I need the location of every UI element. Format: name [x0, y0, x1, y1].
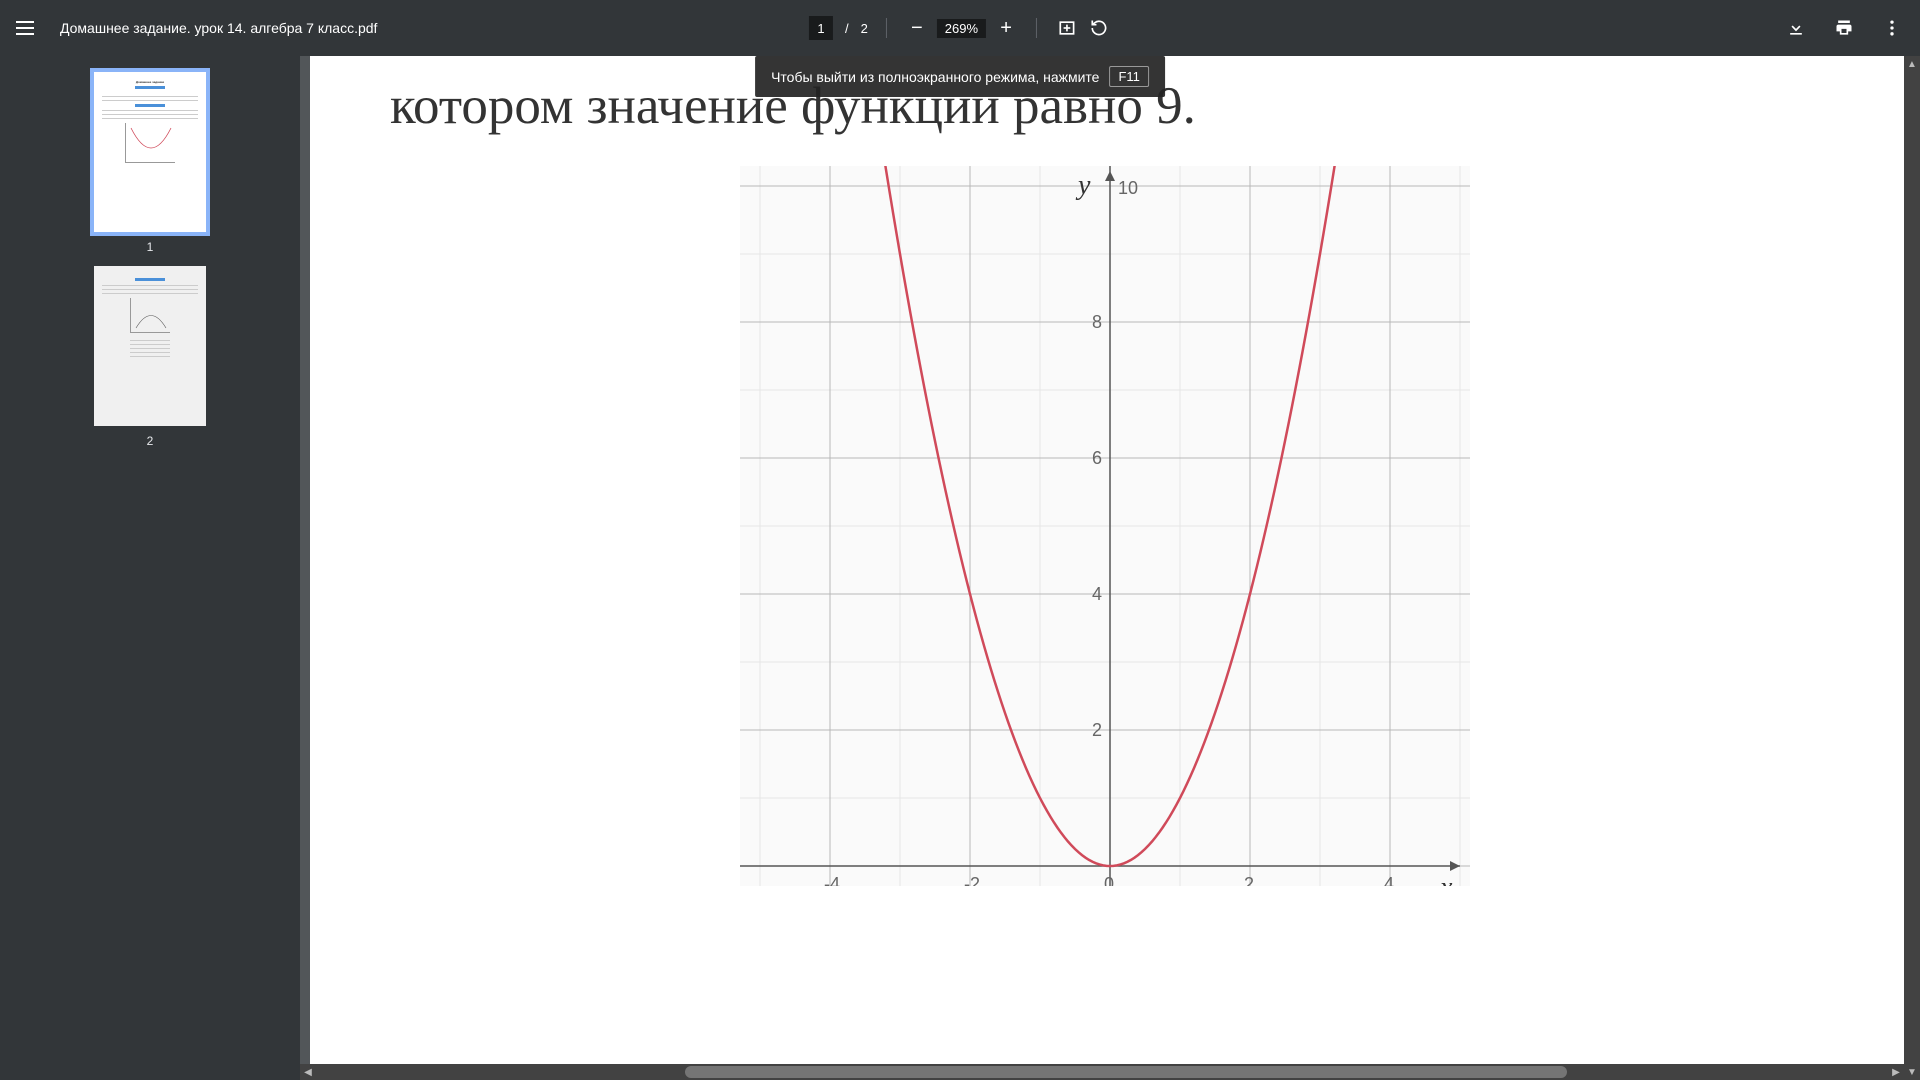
svg-text:6: 6 — [1092, 448, 1102, 468]
svg-text:10: 10 — [1118, 178, 1138, 198]
thumbnail-sidebar: Домашнее задание 1 — [0, 56, 300, 1080]
thumbnail-preview — [102, 274, 198, 418]
scroll-up-arrow[interactable]: ▲ — [1904, 56, 1920, 72]
tooltip-text: Чтобы выйти из полноэкранного режима, на… — [771, 69, 1099, 85]
chart-svg: -4 -2 0 2 4 2 4 6 8 10 y x — [740, 166, 1470, 886]
zoom-out-button[interactable]: − — [905, 16, 929, 40]
zoom-in-button[interactable]: + — [994, 16, 1018, 40]
svg-text:-4: -4 — [824, 874, 840, 886]
divider — [1036, 18, 1037, 38]
svg-text:-2: -2 — [964, 874, 980, 886]
page-total: 2 — [861, 21, 868, 36]
pdf-toolbar: Домашнее задание. урок 14. алгебра 7 кла… — [0, 0, 1920, 56]
thumbnail-number: 2 — [147, 434, 154, 448]
zoom-level[interactable]: 269% — [937, 19, 986, 38]
rotate-icon[interactable] — [1087, 16, 1111, 40]
toolbar-right — [1784, 16, 1904, 40]
toolbar-center: / 2 − 269% + — [809, 16, 1111, 40]
tooltip-key: F11 — [1109, 66, 1148, 87]
svg-text:4: 4 — [1384, 874, 1394, 886]
scroll-left-arrow[interactable]: ◀ — [300, 1064, 316, 1080]
download-icon[interactable] — [1784, 16, 1808, 40]
vertical-scrollbar[interactable]: ▲ ▼ — [1904, 56, 1920, 1080]
parabola-chart: -4 -2 0 2 4 2 4 6 8 10 y x — [740, 166, 1470, 886]
thumbnail-page-2[interactable] — [94, 266, 206, 426]
print-icon[interactable] — [1832, 16, 1856, 40]
thumbnail-number: 1 — [147, 240, 154, 254]
fit-page-icon[interactable] — [1055, 16, 1079, 40]
menu-icon[interactable] — [16, 16, 40, 40]
svg-text:4: 4 — [1092, 584, 1102, 604]
content-area[interactable]: котором значение функции равно 9. -4-202… — [300, 56, 1920, 1080]
divider — [886, 18, 887, 38]
svg-text:y: y — [1075, 170, 1091, 201]
more-icon[interactable] — [1880, 16, 1904, 40]
page-number-input[interactable] — [809, 16, 833, 40]
svg-text:x: x — [1439, 872, 1453, 886]
scroll-thumb[interactable] — [685, 1066, 1567, 1078]
pdf-page: котором значение функции равно 9. -4-202… — [310, 56, 1910, 1076]
svg-text:2: 2 — [1092, 720, 1102, 740]
document-title: Домашнее задание. урок 14. алгебра 7 кла… — [60, 20, 377, 36]
thumbnail-item[interactable]: 2 — [94, 266, 206, 448]
horizontal-scrollbar[interactable]: ◀ ▶ — [300, 1064, 1904, 1080]
svg-text:8: 8 — [1092, 312, 1102, 332]
thumbnail-preview: Домашнее задание — [102, 80, 198, 224]
fullscreen-tooltip: Чтобы выйти из полноэкранного режима, на… — [755, 56, 1165, 97]
thumbnail-page-1[interactable]: Домашнее задание — [94, 72, 206, 232]
page-separator: / — [845, 21, 849, 36]
svg-text:0: 0 — [1104, 874, 1114, 886]
thumbnail-item[interactable]: Домашнее задание 1 — [94, 72, 206, 254]
main-area: Домашнее задание 1 — [0, 56, 1920, 1080]
svg-text:2: 2 — [1244, 874, 1254, 886]
scroll-down-arrow[interactable]: ▼ — [1904, 1064, 1920, 1080]
scroll-right-arrow[interactable]: ▶ — [1888, 1064, 1904, 1080]
